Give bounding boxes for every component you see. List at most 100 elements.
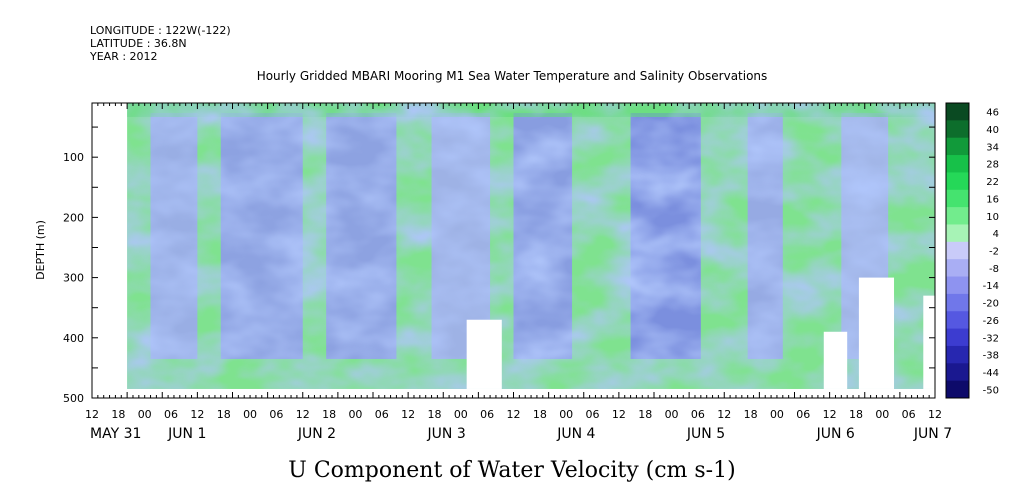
x-hour-label: 00: [770, 408, 784, 421]
x-hour-label: 12: [612, 408, 626, 421]
colorbar-segment: [946, 137, 969, 156]
x-date-label: JUN 6: [816, 426, 855, 442]
colorbar: [945, 102, 970, 399]
y-tick-label: 400: [63, 332, 84, 345]
x-hour-label: 00: [243, 408, 257, 421]
x-hour-label: 00: [559, 408, 573, 421]
colorbar-level-label: 22: [986, 177, 999, 188]
x-hour-label: 12: [296, 408, 310, 421]
field-noise-overlay: [127, 103, 935, 389]
colorbar-level-label: 46: [986, 108, 999, 119]
x-hour-label: 18: [638, 408, 652, 421]
velocity-field-texture: [127, 103, 935, 389]
latitude-label: LATITUDE : 36.8N: [90, 37, 187, 50]
y-tick-label: 500: [63, 392, 84, 405]
x-hour-label: 00: [875, 408, 889, 421]
x-hour-label: 18: [849, 408, 863, 421]
colorbar-segment: [946, 120, 969, 139]
colorbar-level-label: 4: [993, 229, 999, 240]
colorbar-segment: [946, 293, 969, 312]
x-axis-title: U Component of Water Velocity (cm s-1): [288, 458, 735, 483]
x-hour-label: 18: [427, 408, 441, 421]
chart-title: Hourly Gridded MBARI Mooring M1 Sea Wate…: [257, 69, 768, 83]
colorbar-frame: [945, 102, 970, 399]
x-hour-label: 12: [507, 408, 521, 421]
x-date-label: JUN 5: [686, 426, 725, 442]
x-hour-label: 18: [533, 408, 547, 421]
y-axis-ticks: [92, 126, 935, 399]
colorbar-segment: [946, 207, 969, 225]
colorbar-level-label: -14: [983, 281, 999, 292]
colorbar-segment: [946, 224, 969, 243]
x-hour-label: 12: [717, 408, 731, 421]
colorbar-level-label: -8: [989, 264, 999, 275]
x-hour-label: 12: [85, 408, 99, 421]
colorbar-segment: [946, 276, 969, 295]
x-hour-label: 00: [665, 408, 679, 421]
y-axis-title: DEPTH (m): [34, 220, 47, 280]
colorbar-segment: [946, 311, 969, 330]
x-hour-label: 12: [823, 408, 837, 421]
y-axis-labels: 100 200 300 400 500: [63, 151, 84, 405]
colorbar-segment: [946, 103, 969, 121]
colorbar-level-label: -20: [983, 299, 999, 310]
missing-data-2: [823, 331, 848, 389]
x-hour-label: 18: [217, 408, 231, 421]
x-hour-label: 18: [111, 408, 125, 421]
colorbar-labels: 46 40 34 28 22 16 10 4 -2 -8 -14 -20 -26 -32 -38 -44 -50: [983, 108, 999, 397]
colorbar-segment: [946, 328, 969, 347]
year-label: YEAR : 2012: [89, 50, 158, 63]
x-date-label: MAY 31: [90, 426, 141, 442]
colorbar-level-label: -26: [983, 316, 999, 327]
y-tick-label: 100: [63, 151, 84, 164]
colorbar-level-label: -44: [983, 368, 999, 379]
colorbar-segment: [946, 380, 969, 399]
colorbar-level-label: -32: [983, 333, 999, 344]
x-date-label: JUN 2: [297, 426, 336, 442]
colorbar-level-label: -2: [989, 247, 999, 258]
x-date-label: JUN 1: [167, 426, 206, 442]
x-hour-label: 12: [190, 408, 204, 421]
colorbar-level-label: 34: [986, 142, 999, 153]
colorbar-segment: [946, 172, 969, 191]
x-hour-label: 00: [348, 408, 362, 421]
x-hour-label: 06: [796, 408, 810, 421]
y-tick-label: 300: [63, 272, 84, 285]
colorbar-level-label: 28: [986, 160, 999, 171]
colorbar-level-label: 40: [986, 125, 999, 136]
x-axis-ticks: [91, 103, 936, 398]
x-date-label: JUN 3: [427, 426, 466, 442]
colorbar-segment: [946, 155, 969, 173]
colorbar-segment: [946, 363, 969, 382]
colorbar-segment: [946, 345, 969, 364]
x-hour-label: 18: [744, 408, 758, 421]
x-hour-label: 06: [586, 408, 600, 421]
x-hour-label: 06: [691, 408, 705, 421]
y-tick-label: 200: [63, 211, 84, 224]
x-hour-label: 06: [902, 408, 916, 421]
x-hour-label: 00: [138, 408, 152, 421]
colorbar-level-label: 10: [986, 212, 999, 223]
x-hour-label: 12: [401, 408, 415, 421]
x-hour-label: 06: [164, 408, 178, 421]
longitude-label: LONGITUDE : 122W(-122): [90, 24, 231, 37]
colorbar-segment: [946, 259, 969, 278]
x-hour-label: 06: [269, 408, 283, 421]
missing-data-1: [923, 295, 935, 389]
x-date-label: JUN 4: [556, 426, 595, 442]
colorbar-level-label: -38: [983, 351, 999, 362]
colorbar-level-label: 16: [986, 194, 999, 205]
missing-data-3: [466, 319, 502, 389]
colorbar-level-label: -50: [983, 385, 999, 396]
colorbar-segment: [946, 241, 969, 260]
x-hour-label: 06: [375, 408, 389, 421]
x-hour-label: 18: [322, 408, 336, 421]
x-hour-label: 00: [454, 408, 468, 421]
x-hour-label: 06: [480, 408, 494, 421]
colorbar-segment: [946, 189, 969, 208]
missing-data-0: [858, 277, 895, 389]
x-axis-hour-labels: 12 18 00 06 12 18 00 06 12 18 00 06 12 18 00 06 12 18 00 06…: [85, 408, 942, 421]
x-hour-label: 12: [928, 408, 942, 421]
x-date-label: JUN 7: [913, 426, 952, 442]
